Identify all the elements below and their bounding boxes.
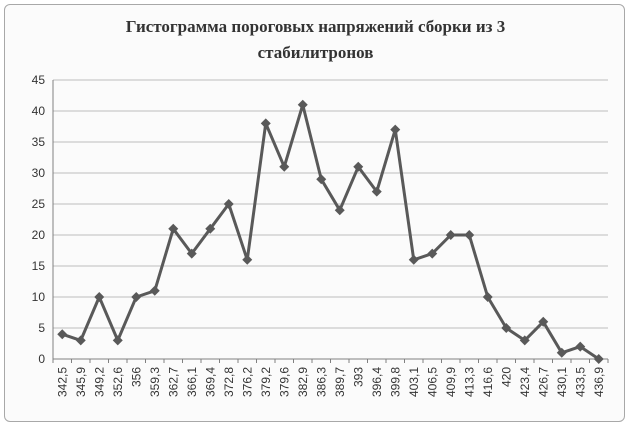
x-tick-label: 372,8 [222, 367, 236, 397]
data-point-marker [353, 161, 364, 172]
x-tick-label: 342,5 [55, 367, 69, 397]
x-tick-label: 409,9 [444, 367, 458, 397]
y-tick-label: 40 [32, 104, 46, 118]
x-tick-label: 433,5 [573, 367, 587, 397]
chart-title-line-2: стабилитронов [257, 43, 374, 62]
y-tick-label: 25 [32, 197, 46, 211]
y-tick-label: 10 [32, 290, 46, 304]
data-point-marker [131, 292, 142, 302]
chart-title-line-1: Гистограмма пороговых напряжений сборки … [125, 17, 506, 36]
x-tick-label: 386,3 [314, 367, 328, 397]
chart-title: Гистограмма пороговых напряжений сборки … [0, 14, 631, 66]
y-tick-label: 30 [32, 166, 46, 180]
x-tick-label: 420 [499, 367, 513, 387]
data-point-marker [75, 335, 86, 346]
x-tick-label: 393 [351, 367, 365, 387]
data-point-marker [186, 248, 197, 259]
x-tick-label: 352,6 [111, 367, 125, 397]
x-tick-label: 423,4 [518, 367, 532, 397]
x-tick-label: 426,7 [536, 367, 550, 397]
data-point-marker [371, 186, 382, 197]
x-tick-label: 406,5 [425, 367, 439, 397]
data-point-marker [464, 230, 475, 240]
x-tick-label: 362,7 [166, 367, 180, 397]
x-tick-label: 403,1 [407, 367, 421, 397]
data-point-marker [556, 347, 567, 358]
x-tick-label: 356 [129, 367, 143, 387]
data-point-marker [538, 316, 549, 327]
y-tick-label: 45 [32, 73, 46, 87]
x-tick-label: 366,1 [185, 367, 199, 397]
data-point-marker [260, 118, 271, 129]
x-tick-label: 430,1 [555, 367, 569, 397]
data-point-marker [242, 254, 253, 265]
data-point-marker [279, 161, 290, 172]
data-point-marker [575, 341, 586, 352]
y-tick-label: 35 [32, 135, 46, 149]
data-point-marker [519, 335, 530, 346]
data-point-marker [149, 285, 160, 296]
data-point-marker [593, 354, 604, 364]
series-line [61, 103, 600, 361]
data-point-marker [112, 335, 123, 346]
data-point-marker [297, 99, 308, 110]
data-point-marker [168, 223, 179, 234]
x-tick-label: 379,6 [277, 367, 291, 397]
data-point-marker [445, 230, 456, 240]
x-tick-label: 359,3 [148, 367, 162, 397]
data-series [57, 99, 604, 364]
data-point-marker [482, 292, 493, 302]
x-tick-label: 389,7 [333, 367, 347, 397]
x-tick-label: 416,6 [481, 367, 495, 397]
x-tick-label: 349,2 [92, 367, 106, 397]
x-tick-label: 382,9 [296, 367, 310, 397]
x-axis-tick-labels: 342,5 345,9 349,2 352,6 356 359,3 362,7 366,1 36… [55, 367, 606, 397]
x-tick-label: 345,9 [74, 367, 88, 397]
chart-frame [4, 4, 625, 422]
data-point-marker [57, 329, 68, 340]
gridlines [53, 79, 608, 329]
data-point-marker [205, 223, 216, 234]
y-axis-tick-labels: 0 5 10 15 20 25 30 35 40 45 [32, 73, 46, 366]
y-tick-label: 20 [32, 228, 46, 242]
data-point-marker [316, 174, 327, 185]
data-point-marker [334, 205, 345, 216]
x-tick-label: 379,2 [259, 367, 273, 397]
x-tick-label: 436,9 [592, 367, 606, 397]
x-tick-label: 399,8 [388, 367, 402, 397]
y-tick-label: 5 [38, 321, 45, 335]
x-tick-label: 376,2 [240, 367, 254, 397]
data-point-marker [427, 248, 438, 259]
data-point-marker [501, 323, 512, 333]
y-tick-label: 0 [38, 352, 45, 366]
x-tick-label: 396,4 [370, 367, 384, 397]
y-tick-label: 15 [32, 259, 46, 273]
x-tick-label: 369,4 [203, 367, 217, 397]
data-point-marker [94, 292, 105, 302]
data-point-marker [408, 254, 419, 265]
x-tick-label: 413,3 [462, 367, 476, 397]
axes [52, 80, 609, 363]
data-point-marker [223, 199, 234, 209]
data-point-marker [390, 124, 401, 135]
